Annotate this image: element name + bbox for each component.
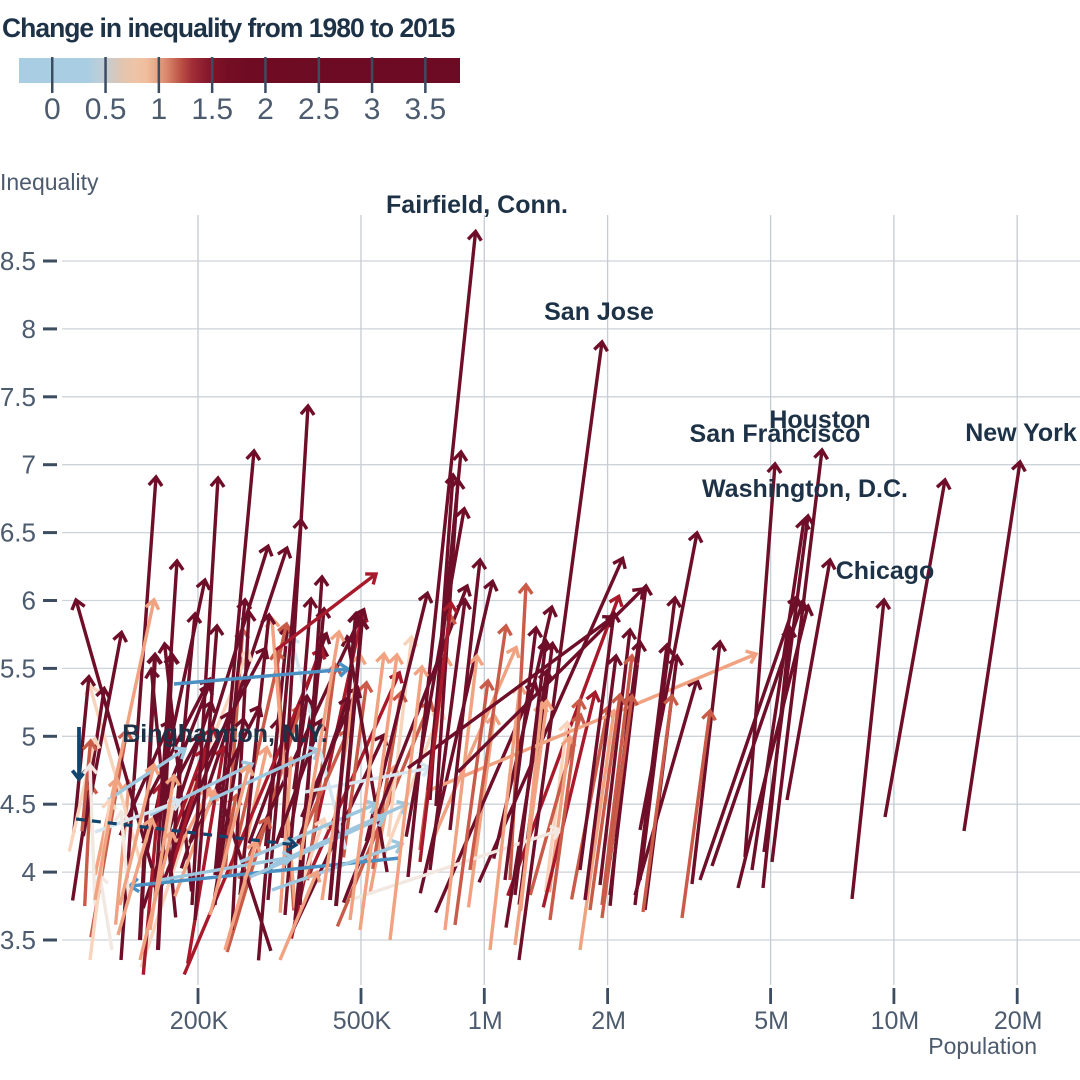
svg-text:7: 7 — [22, 450, 36, 480]
svg-text:San Jose: San Jose — [544, 298, 654, 326]
svg-text:Population: Population — [928, 1033, 1037, 1059]
svg-text:1M: 1M — [468, 1007, 503, 1035]
svg-text:6: 6 — [22, 586, 36, 616]
svg-text:San Francisco: San Francisco — [690, 420, 861, 448]
svg-text:2M: 2M — [591, 1007, 626, 1035]
svg-text:20M: 20M — [994, 1007, 1043, 1035]
svg-text:8.5: 8.5 — [0, 246, 36, 276]
svg-text:Inequality: Inequality — [0, 169, 99, 195]
svg-text:4: 4 — [22, 857, 36, 887]
svg-text:8: 8 — [22, 314, 36, 344]
svg-text:6.5: 6.5 — [0, 518, 36, 548]
svg-text:1.5: 1.5 — [191, 93, 233, 126]
svg-text:3: 3 — [364, 93, 381, 126]
svg-text:Chicago: Chicago — [836, 557, 935, 585]
svg-text:4.5: 4.5 — [0, 789, 36, 819]
svg-text:New York: New York — [965, 419, 1077, 447]
svg-text:0: 0 — [44, 93, 61, 126]
svg-text:Change in inequality from 1980: Change in inequality from 1980 to 2015 — [2, 13, 455, 43]
svg-text:2: 2 — [257, 93, 274, 126]
svg-text:Fairfield, Conn.: Fairfield, Conn. — [386, 191, 568, 219]
svg-text:200K: 200K — [170, 1007, 229, 1035]
svg-text:Binghamton, N.Y.: Binghamton, N.Y. — [122, 720, 328, 748]
svg-text:Houston: Houston — [769, 406, 870, 434]
svg-text:2.5: 2.5 — [298, 93, 340, 126]
svg-text:5.5: 5.5 — [0, 653, 36, 683]
svg-text:5M: 5M — [754, 1007, 789, 1035]
svg-text:1: 1 — [151, 93, 168, 126]
svg-text:10M: 10M — [871, 1007, 920, 1035]
svg-text:3.5: 3.5 — [405, 93, 447, 126]
svg-text:7.5: 7.5 — [0, 382, 36, 412]
svg-text:3.5: 3.5 — [0, 925, 36, 955]
svg-text:5: 5 — [22, 721, 36, 751]
svg-text:Washington, D.C.: Washington, D.C. — [702, 475, 908, 503]
svg-text:0.5: 0.5 — [85, 93, 127, 126]
svg-text:500K: 500K — [333, 1007, 392, 1035]
